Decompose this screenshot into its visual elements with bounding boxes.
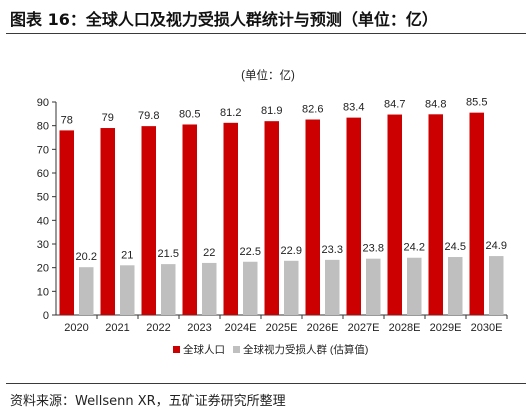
y-tick-label: 10 <box>37 286 49 298</box>
impaired-bar <box>120 265 135 315</box>
y-tick-label: 40 <box>37 215 49 227</box>
y-tick-label: 60 <box>37 168 49 180</box>
y-tick-label: 90 <box>37 97 49 109</box>
impaired-bar <box>284 260 299 315</box>
impaired-data-label: 21.5 <box>158 248 179 260</box>
population-data-label: 82.6 <box>302 104 323 116</box>
x-tick-label: 2022 <box>146 322 170 334</box>
legend-swatch-population <box>173 346 180 353</box>
x-tick-label: 2030E <box>471 322 503 334</box>
title-divider <box>6 33 526 34</box>
population-bar <box>223 122 238 316</box>
population-data-label: 83.4 <box>343 102 364 114</box>
impaired-data-label: 20.2 <box>76 251 97 263</box>
impaired-bar <box>366 258 381 315</box>
population-data-label: 85.5 <box>466 97 487 109</box>
population-data-label: 79.8 <box>138 110 159 122</box>
population-data-label: 81.9 <box>261 105 282 117</box>
population-bar <box>346 117 361 316</box>
x-tick-label: 2025E <box>266 322 298 334</box>
population-data-label: 80.5 <box>179 108 200 120</box>
impaired-data-label: 24.5 <box>445 241 466 253</box>
impaired-bar <box>325 259 340 315</box>
impaired-data-label: 22.9 <box>281 245 302 257</box>
population-bar <box>182 124 197 315</box>
population-bar <box>264 121 279 315</box>
impaired-bar <box>161 264 176 315</box>
x-tick-label: 2020 <box>64 322 88 334</box>
x-tick-label: 2023 <box>187 322 211 334</box>
impaired-data-label: 23.3 <box>322 244 343 256</box>
impaired-bar <box>489 256 504 315</box>
population-bar <box>305 119 320 315</box>
legend-label-impaired: 全球视力受损人群 (估算值) <box>243 343 368 356</box>
x-tick-label: 2029E <box>430 322 462 334</box>
y-tick-label: 20 <box>37 263 49 275</box>
population-bar <box>141 126 156 315</box>
impaired-data-label: 23.8 <box>363 243 384 255</box>
impaired-bar <box>448 257 463 315</box>
impaired-bar <box>202 262 217 315</box>
population-bar <box>100 128 115 315</box>
population-data-label: 79 <box>102 112 114 124</box>
y-tick-label: 50 <box>37 192 49 204</box>
y-tick-label: 70 <box>37 144 49 156</box>
population-bar <box>469 112 484 316</box>
legend-label-population: 全球人口 <box>183 343 225 356</box>
population-bar <box>387 114 402 315</box>
y-tick-label: 30 <box>37 239 49 251</box>
impaired-data-label: 21 <box>121 249 133 261</box>
population-data-label: 84.8 <box>425 98 446 110</box>
legend: 全球人口 全球视力受损人群 (估算值) <box>173 343 368 356</box>
x-tick-label: 2021 <box>105 322 129 334</box>
x-tick-label: 2024E <box>225 322 257 334</box>
impaired-bar <box>79 267 94 315</box>
population-data-label: 81.2 <box>220 107 241 119</box>
impaired-data-label: 24.9 <box>486 240 507 252</box>
impaired-data-label: 24.2 <box>404 242 425 254</box>
source-note: 资料来源：Wellsenn XR，五矿证券研究所整理 <box>10 394 286 409</box>
population-data-label: 78 <box>61 114 73 126</box>
impaired-bar <box>407 257 422 315</box>
impaired-bar <box>243 261 258 315</box>
population-bar <box>428 114 443 315</box>
y-tick-label: 0 <box>43 310 49 322</box>
y-tick-label: 80 <box>37 121 49 133</box>
x-tick-label: 2027E <box>348 322 380 334</box>
population-bar <box>59 130 74 315</box>
figure-title: 图表 16：全球人口及视力受损人群统计与预测（单位：亿） <box>10 10 438 29</box>
source-divider <box>6 383 526 384</box>
x-tick-label: 2026E <box>307 322 339 334</box>
impaired-data-label: 22 <box>203 247 215 259</box>
impaired-data-label: 22.5 <box>240 246 261 258</box>
x-tick-label: 2028E <box>389 322 421 334</box>
chart-title: (单位：亿) <box>241 68 295 82</box>
legend-swatch-impaired <box>233 346 240 353</box>
plot-area: 0 10 20 30 40 50 60 70 80 90 2020 78 20.2 2021 79 21 202… <box>37 97 508 334</box>
population-data-label: 84.7 <box>384 99 405 111</box>
